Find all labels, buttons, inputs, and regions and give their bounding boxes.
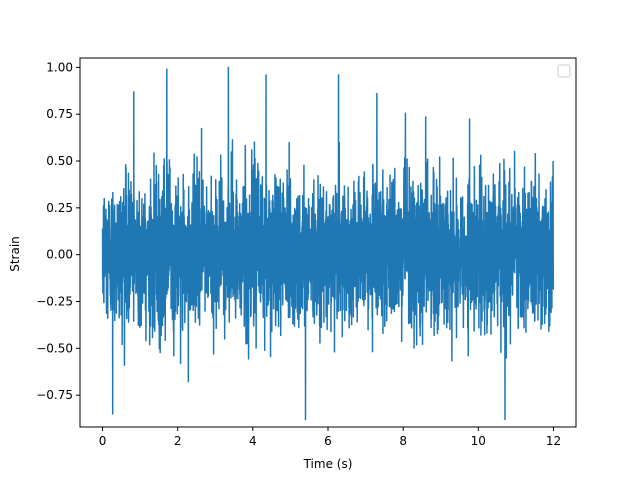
y-tick-label: −0.50 [36, 341, 73, 355]
y-axis-ticks: −0.75 −0.50 −0.25 0.00 0.25 0.50 0.75 1.00 [36, 60, 80, 402]
x-tick-label: 8 [399, 434, 407, 448]
x-tick-label: 2 [174, 434, 182, 448]
x-tick-label: 0 [99, 434, 107, 448]
y-axis-label: Strain [8, 236, 22, 272]
x-axis-ticks: 0 2 4 6 8 10 12 [99, 427, 561, 448]
y-tick-label: 0.25 [46, 201, 73, 215]
y-tick-label: 0.00 [46, 248, 73, 262]
y-tick-label: 0.75 [46, 107, 73, 121]
x-tick-label: 6 [324, 434, 332, 448]
y-tick-label: −0.75 [36, 388, 73, 402]
legend-box [557, 64, 571, 78]
plot-area [101, 66, 555, 421]
strain-series-line [101, 66, 555, 421]
y-tick-label: −0.25 [36, 295, 73, 309]
x-axis-label: Time (s) [303, 457, 353, 471]
axes-frame [79, 57, 577, 428]
x-tick-label: 12 [546, 434, 561, 448]
y-tick-label: 1.00 [46, 60, 73, 74]
x-tick-label: 4 [249, 434, 257, 448]
x-tick-label: 10 [471, 434, 486, 448]
legend [557, 64, 571, 78]
y-tick-label: 0.50 [46, 154, 73, 168]
